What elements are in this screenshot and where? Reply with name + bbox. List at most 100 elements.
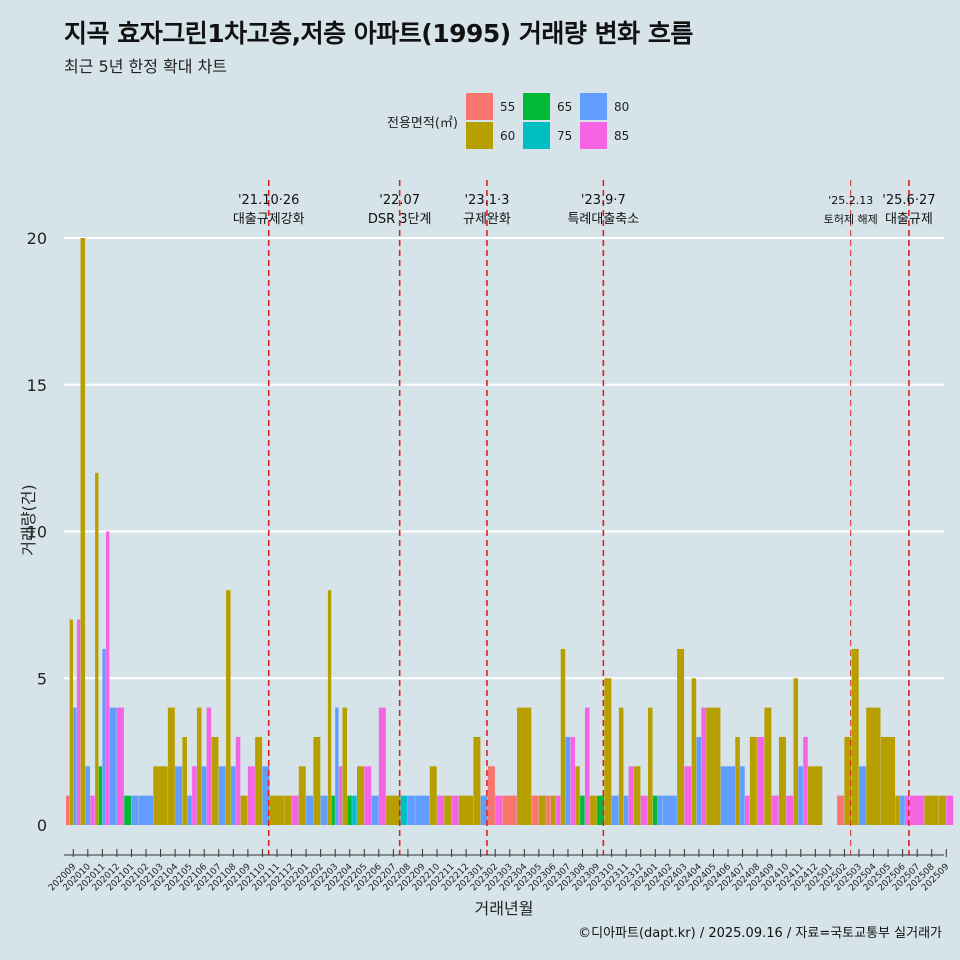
bar xyxy=(313,736,321,825)
event-date: '23.9·7 xyxy=(581,193,626,208)
bar xyxy=(85,766,90,825)
bar xyxy=(116,707,124,825)
bar xyxy=(342,707,347,825)
bar xyxy=(192,766,197,825)
event-date: '25.6·27 xyxy=(882,193,935,208)
legend-swatch xyxy=(580,93,607,120)
y-tick-label: 0 xyxy=(37,816,47,835)
bar xyxy=(793,678,799,825)
bar xyxy=(495,795,503,825)
legend-swatch xyxy=(466,122,493,149)
bar xyxy=(69,619,73,825)
bars xyxy=(66,238,954,825)
bar xyxy=(73,707,77,825)
source-caption: ©디아파트(dapt.kr) / 2025.09.16 / 자료=국토교통부 실… xyxy=(578,926,942,941)
legend-title: 전용면적(㎡) xyxy=(387,116,458,131)
bar xyxy=(837,795,845,825)
event-label: 토허제 해제 xyxy=(824,212,878,226)
bar xyxy=(531,795,539,825)
bar xyxy=(437,795,444,825)
bar xyxy=(269,795,284,825)
bar xyxy=(262,766,270,825)
chart-title: 지곡 효자그린1차고층,저층 아파트(1995) 거래량 변화 흐름 xyxy=(64,19,693,48)
bar xyxy=(597,795,605,825)
bar xyxy=(240,795,248,825)
event-date: '25.2.13 xyxy=(828,194,873,207)
bar xyxy=(400,795,408,825)
bar xyxy=(745,795,750,825)
bar xyxy=(201,766,207,825)
bar xyxy=(102,648,106,825)
bar xyxy=(546,795,551,825)
bar xyxy=(131,795,139,825)
event-label: 대출규제강화 xyxy=(233,212,305,227)
bar xyxy=(338,766,343,825)
bar xyxy=(66,795,70,825)
bar xyxy=(551,795,556,825)
bar xyxy=(895,795,900,825)
bar xyxy=(633,766,641,825)
bar xyxy=(357,766,364,825)
legend-label: 75 xyxy=(557,129,572,143)
event-label: 규제완화 xyxy=(463,212,511,227)
legend-swatch xyxy=(523,122,550,149)
bar xyxy=(580,795,585,825)
y-axis-title: 거래량(건) xyxy=(19,484,38,555)
bar xyxy=(565,736,571,825)
bar xyxy=(206,707,212,825)
bar xyxy=(364,766,372,825)
bar xyxy=(684,766,692,825)
bar xyxy=(255,736,263,825)
bar xyxy=(352,795,357,825)
bar xyxy=(106,531,110,825)
bar xyxy=(211,736,219,825)
bar xyxy=(778,736,786,825)
bar xyxy=(555,795,561,825)
legend-swatch xyxy=(523,93,550,120)
bar xyxy=(640,795,648,825)
bar xyxy=(386,795,401,825)
bar xyxy=(900,795,905,825)
bar xyxy=(284,795,292,825)
bar xyxy=(226,590,231,825)
bar xyxy=(575,766,580,825)
bar xyxy=(235,736,241,825)
bar xyxy=(652,795,658,825)
bar xyxy=(538,795,546,825)
bar xyxy=(604,678,612,825)
bar xyxy=(924,795,939,825)
bar xyxy=(851,648,859,825)
bar xyxy=(247,766,255,825)
legend: 전용면적(㎡) 55 60 65 75 80 85 xyxy=(387,93,629,149)
bar xyxy=(230,766,236,825)
bar xyxy=(946,795,954,825)
bar xyxy=(331,795,335,825)
bar xyxy=(480,795,488,825)
event-lines: '21.10·26 대출규제강화 '22.07 DSR 3단계 '23.1·3 규제완화 '… xyxy=(233,180,936,855)
event-label: 특례대출축소 xyxy=(567,212,639,227)
bar xyxy=(347,795,352,825)
bar xyxy=(691,678,697,825)
bar xyxy=(124,795,132,825)
bar xyxy=(196,707,202,825)
bar xyxy=(298,766,306,825)
bar xyxy=(696,736,702,825)
event-date: '22.07 xyxy=(379,193,420,208)
bar xyxy=(866,707,881,825)
y-tick-label: 5 xyxy=(37,669,47,688)
x-axis-title: 거래년월 xyxy=(475,899,534,918)
bar xyxy=(80,238,86,825)
bar xyxy=(560,648,566,825)
bar xyxy=(749,736,757,825)
bar xyxy=(429,766,437,825)
bar xyxy=(167,707,175,825)
bar xyxy=(909,795,925,825)
bar xyxy=(473,736,481,825)
y-tick-label: 20 xyxy=(27,229,47,248)
axes: 0510152020200920201020201120201220210120… xyxy=(19,229,952,918)
legend-swatch xyxy=(580,122,607,149)
legend-swatch xyxy=(466,93,493,120)
legend-label: 60 xyxy=(500,129,515,143)
bar xyxy=(444,795,452,825)
